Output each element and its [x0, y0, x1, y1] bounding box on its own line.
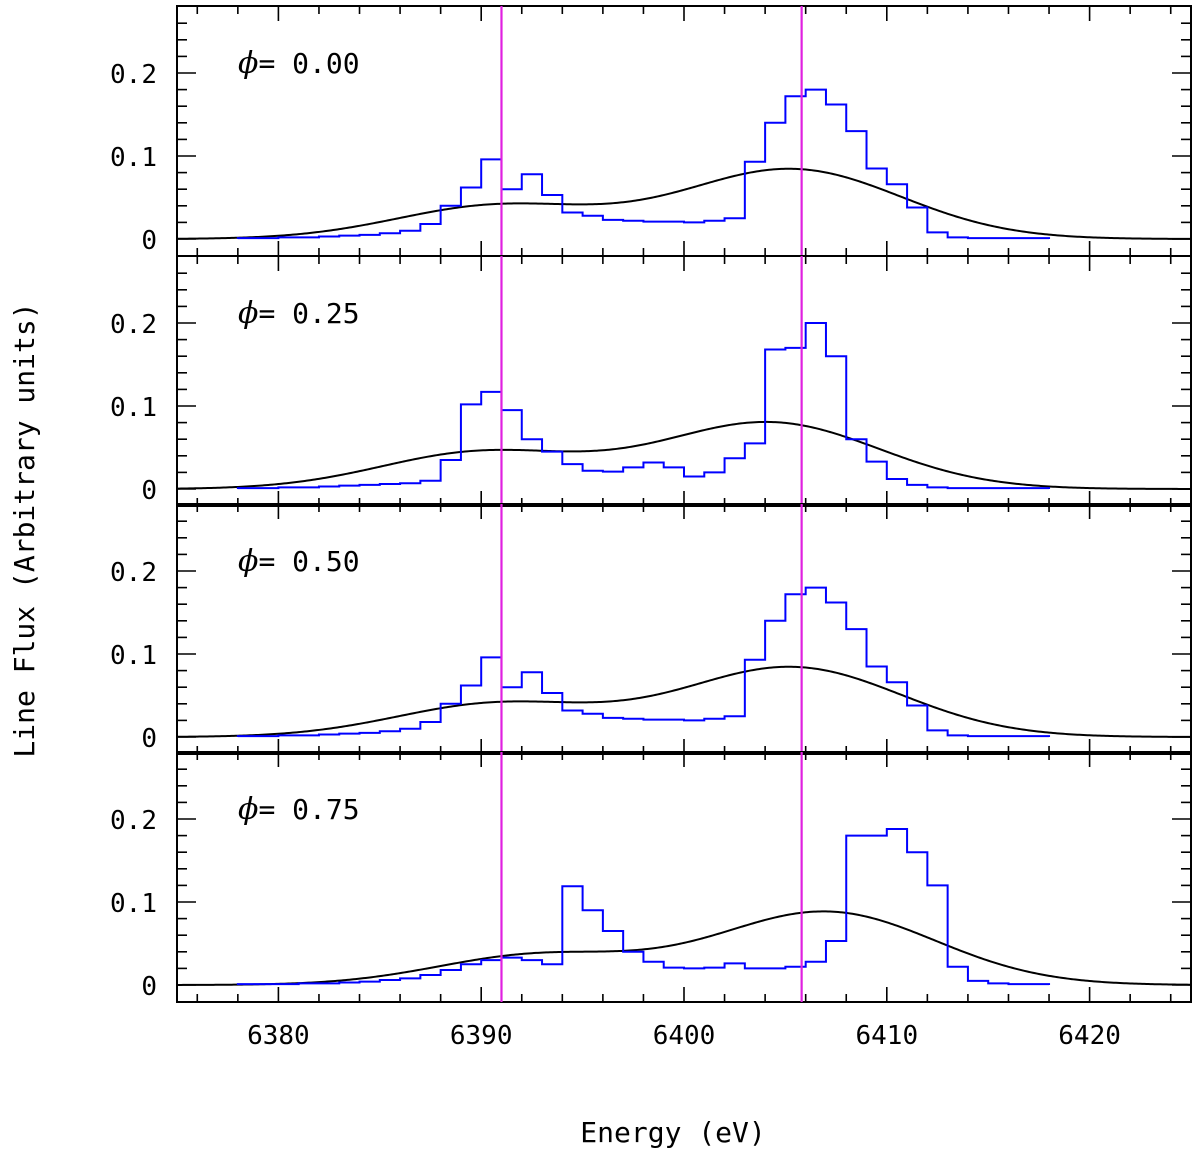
y-axis-title: Line Flux (Arbitrary units)	[8, 302, 41, 757]
panel-frame	[176, 503, 1192, 755]
y-tick-label: 0.1	[110, 393, 157, 423]
phase-label: ϕ= 0.00	[238, 46, 360, 81]
y-tick-label: 0.2	[110, 806, 157, 836]
histogram-series	[236, 322, 1051, 490]
model-curve	[176, 420, 1191, 490]
y-tick-label: 0.2	[110, 558, 157, 588]
phase-value: = 0.75	[258, 793, 359, 826]
y-tick-label: 0	[141, 724, 157, 754]
phase-label: ϕ= 0.75	[238, 792, 360, 827]
panel-frame	[176, 751, 1192, 1003]
y-tick-label: 0	[141, 972, 157, 1002]
y-tick-label: 0	[141, 226, 157, 256]
phase-symbol: ϕ	[238, 792, 258, 827]
phase-value: = 0.50	[258, 545, 359, 578]
model-curve	[176, 665, 1192, 738]
histogram-series	[236, 586, 1051, 738]
phase-symbol: ϕ	[238, 296, 258, 331]
y-tick-label: 0.2	[110, 310, 157, 340]
phase-symbol: ϕ	[238, 544, 258, 579]
model-curve	[176, 167, 1192, 240]
x-tick-label: 6400	[653, 1021, 716, 1051]
x-tick-label: 6420	[1058, 1021, 1121, 1051]
y-tick-label: 0.2	[110, 60, 157, 90]
y-tick-label: 0.1	[110, 889, 157, 919]
x-axis-title: Energy (eV)	[580, 1116, 765, 1149]
phase-label: ϕ= 0.25	[238, 296, 360, 331]
x-tick-label: 6410	[855, 1021, 918, 1051]
phase-label: ϕ= 0.50	[238, 544, 360, 579]
x-tick-label: 6380	[247, 1021, 310, 1051]
histogram-series	[236, 827, 1051, 986]
panel-frame	[176, 5, 1192, 257]
histogram-series	[236, 88, 1051, 240]
y-tick-label: 0.1	[110, 641, 157, 671]
phase-value: = 0.00	[258, 47, 359, 80]
y-tick-label: 0	[141, 476, 157, 506]
model-curve	[176, 910, 1192, 986]
y-tick-label: 0.1	[110, 143, 157, 173]
phase-value: = 0.25	[258, 297, 359, 330]
x-tick-label: 6390	[450, 1021, 513, 1051]
phase-symbol: ϕ	[238, 46, 258, 81]
